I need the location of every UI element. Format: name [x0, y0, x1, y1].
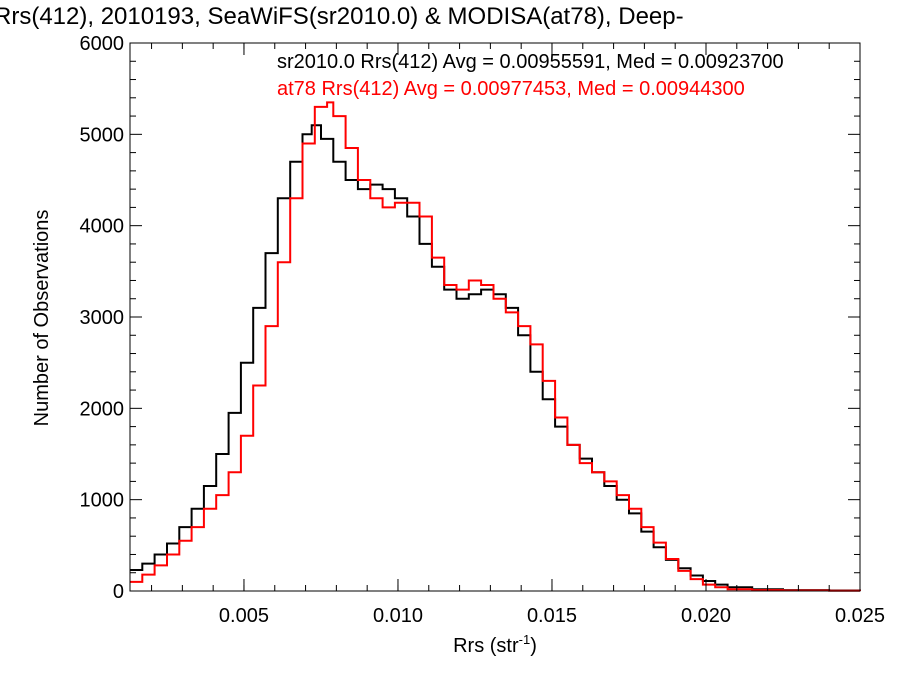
- x-tick-label: 0.025: [835, 605, 885, 627]
- y-axis-label: Number of Observations: [31, 210, 53, 427]
- plot-series: [130, 101, 861, 592]
- x-tick-label: 0.020: [681, 605, 731, 627]
- y-axis-ticks: 0 1000 2000 3000 4000 5000 6000: [80, 33, 860, 603]
- x-tick-label: 0.005: [219, 605, 269, 627]
- x-tick-label: 0.015: [527, 605, 577, 627]
- x-axis-label: Rrs (str-1): [453, 632, 537, 657]
- plot-frame: [129, 42, 861, 592]
- y-tick-label: 0: [113, 581, 124, 603]
- y-tick-label: 4000: [80, 216, 125, 238]
- y-tick-label: 2000: [80, 398, 125, 420]
- legend-entry-sr2010: sr2010.0 Rrs(412) Avg = 0.00955591, Med …: [277, 51, 784, 73]
- y-tick-label: 6000: [80, 33, 125, 55]
- x-tick-label: 0.010: [373, 605, 423, 627]
- series-line-1: [130, 101, 861, 592]
- x-axis-ticks: 0.005 0.010 0.015 0.020 0.025: [151, 43, 885, 627]
- chart-title: Rrs(412), 2010193, SeaWiFS(sr2010.0) & M…: [0, 3, 684, 30]
- x-axis-label-close: ): [530, 635, 537, 657]
- y-tick-label: 3000: [80, 307, 125, 329]
- legend-entry-at78: at78 Rrs(412) Avg = 0.00977453, Med = 0.…: [277, 78, 745, 100]
- x-axis-label-superscript: -1: [519, 632, 531, 647]
- y-tick-label: 1000: [80, 490, 125, 512]
- x-axis-label-main: Rrs (str: [453, 635, 519, 657]
- y-tick-label: 5000: [80, 124, 125, 146]
